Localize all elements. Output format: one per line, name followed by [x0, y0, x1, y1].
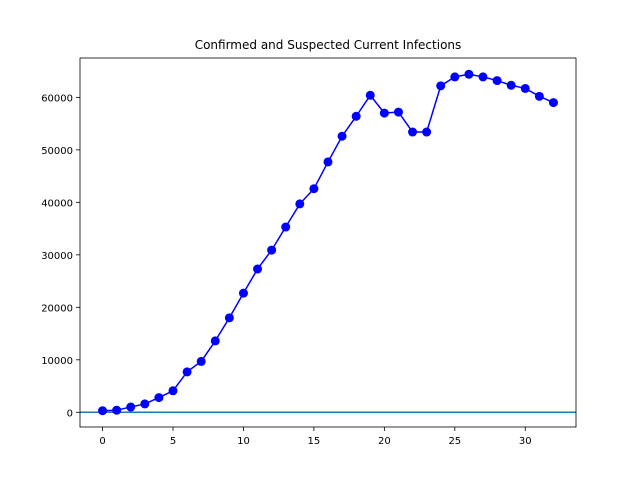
data-point: [450, 72, 460, 82]
data-point: [267, 245, 277, 255]
x-tick-label: 25: [448, 436, 461, 447]
data-point: [365, 90, 375, 100]
y-tick-label: 40000: [41, 198, 73, 209]
chart-title: Confirmed and Suspected Current Infectio…: [195, 38, 462, 52]
data-point: [436, 81, 446, 91]
data-point: [210, 336, 220, 346]
y-tick-label: 50000: [41, 146, 73, 157]
y-tick-label: 0: [67, 408, 73, 419]
data-point: [492, 76, 502, 86]
data-point: [224, 313, 234, 323]
x-tick-label: 5: [170, 436, 176, 447]
data-point: [379, 108, 389, 118]
x-tick-label: 30: [519, 436, 532, 447]
data-point: [520, 83, 530, 93]
data-point: [140, 399, 150, 409]
data-point: [281, 222, 291, 232]
data-point: [295, 199, 305, 209]
data-point: [154, 393, 164, 403]
plot-area: [80, 69, 576, 416]
data-point: [126, 402, 136, 412]
axes: 0 5 10 15 20 25 30 0 10000 20000 30000 40000 50000 60…: [41, 57, 577, 447]
y-tick-label: 60000: [41, 93, 73, 104]
data-point: [351, 111, 361, 121]
y-tick-label: 20000: [41, 303, 73, 314]
data-point: [464, 69, 474, 79]
y-tick-label: 30000: [41, 251, 73, 262]
data-point: [182, 367, 192, 377]
data-point: [112, 405, 122, 415]
data-point: [337, 131, 347, 141]
y-tick-label: 10000: [41, 356, 73, 367]
data-point: [253, 264, 263, 274]
data-point: [98, 406, 108, 416]
data-point: [323, 157, 333, 167]
data-point: [309, 184, 319, 194]
data-point: [534, 91, 544, 101]
data-point: [422, 127, 432, 137]
data-point: [196, 356, 206, 366]
data-point: [408, 127, 418, 137]
data-point: [548, 98, 558, 108]
data-point: [393, 107, 403, 117]
data-point: [478, 72, 488, 82]
data-point: [506, 80, 516, 90]
x-tick-label: 10: [237, 436, 250, 447]
x-tick-label: 0: [99, 436, 105, 447]
axes-frame: [79, 57, 577, 428]
x-tick-label: 15: [308, 436, 321, 447]
data-point: [238, 288, 248, 298]
x-tick-label: 20: [378, 436, 391, 447]
data-point: [168, 386, 178, 396]
